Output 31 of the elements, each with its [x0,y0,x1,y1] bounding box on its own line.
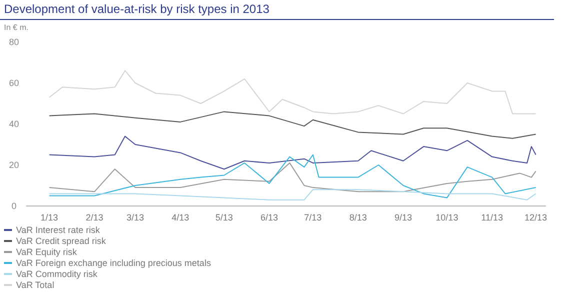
x-tick-label: 8/13 [349,212,367,222]
line-series [48,111,536,139]
y-tick-label: 60 [8,78,20,88]
legend-label: VaR Equity risk [16,246,77,256]
legend-label: VaR Total [16,280,54,290]
x-tick-label: 10/13 [436,212,458,222]
line-series [48,189,536,200]
y-tick-label: 0 [11,201,17,212]
y-tick-label: 40 [8,119,20,130]
legend-label: VaR Interest rate risk [16,224,100,234]
legend-label: VaR Commodity risk [16,268,98,278]
x-tick-label: 3/13 [126,212,144,222]
legend-label: VaR Foreign exchange including precious metals [16,258,211,268]
x-tick-label: 4/13 [172,212,190,222]
chart-title: Development of value-at-risk by risk types in 2013 [0,0,554,20]
x-tick-label: 1/13 [40,212,58,222]
y-tick-label: 20 [8,160,20,170]
x-tick-label: 12/13 [524,212,548,222]
legend-label: VaR Credit spread risk [16,236,106,246]
line-series [48,136,536,170]
line-series [48,70,536,114]
line-series [48,154,536,198]
x-tick-label: 6/13 [260,212,278,222]
x-tick-label: 7/13 [304,212,322,222]
line-series [48,162,536,192]
x-tick-label: 9/13 [394,212,412,222]
y-tick-label: 80 [8,37,20,48]
x-tick-label: 5/13 [215,212,233,222]
chart-subtitle: In € m. [3,22,30,32]
x-tick-label: 2/13 [86,212,104,222]
x-tick-label: 11/13 [481,212,504,222]
